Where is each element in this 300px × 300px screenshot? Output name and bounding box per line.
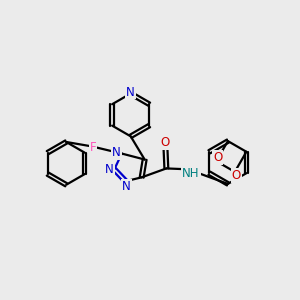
Text: N: N — [122, 180, 130, 193]
Text: F: F — [90, 141, 96, 154]
Text: O: O — [213, 151, 222, 164]
Text: N: N — [126, 85, 135, 98]
Text: O: O — [232, 169, 241, 182]
Text: N: N — [105, 163, 114, 176]
Text: NH: NH — [182, 167, 200, 180]
Text: O: O — [160, 136, 170, 149]
Text: N: N — [112, 146, 121, 160]
